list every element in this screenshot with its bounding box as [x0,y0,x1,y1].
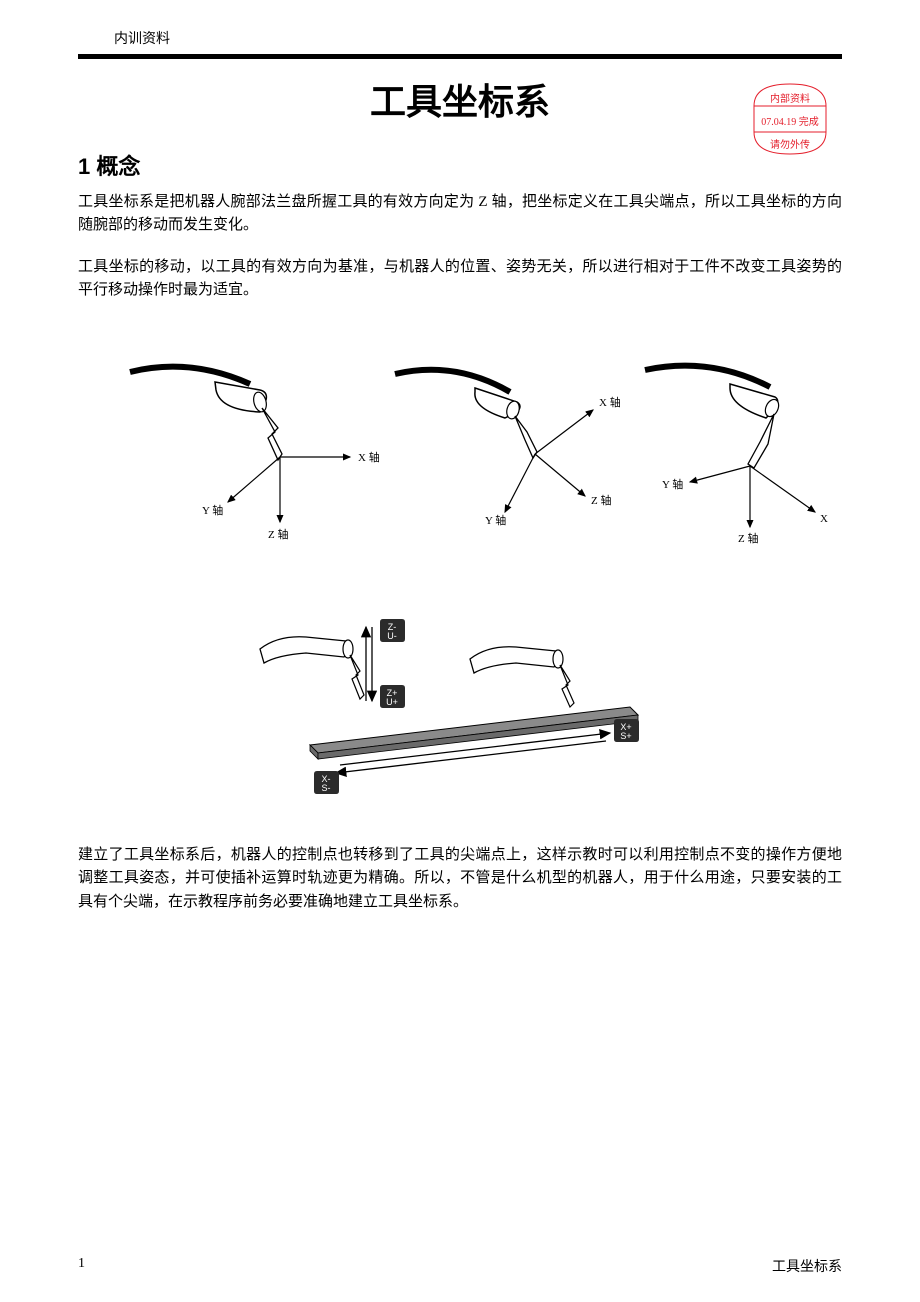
section-heading: 1 概念 [78,149,842,181]
header-label: 内训资料 [114,28,842,48]
axis-z-label-3: Z 轴 [738,531,758,545]
footer: 1 工具坐标系 [78,1256,842,1276]
svg-text:S+: S+ [620,731,631,741]
key-x-minus: X- S- [314,771,339,794]
page-number: 1 [78,1256,85,1276]
key-x-plus: X+ S+ [614,719,639,742]
stamp: 内部资料 07.04.19 完成 请勿外传 [744,80,836,158]
svg-text:S-: S- [322,783,331,793]
stamp-line1: 内部资料 [744,90,836,105]
para-3: 建立了工具坐标系后，机器人的控制点也转移到了工具的尖端点上，这样示教时可以利用控… [78,844,842,914]
svg-text:U-: U- [387,631,397,641]
axis-y-label-3: Y 轴 [662,477,683,491]
axis-x-label-2: X 轴 [599,395,621,409]
axis-z-label: Z 轴 [268,527,288,541]
para-1: 工具坐标系是把机器人腕部法兰盘所握工具的有效方向定为 Z 轴，把坐标定义在工具尖… [78,191,842,238]
footer-label: 工具坐标系 [772,1256,842,1276]
page-title: 工具坐标系 [78,73,842,125]
key-z-minus: Z- U- [380,619,405,642]
axis-x-label-3: X 轴 [820,511,830,525]
axis-x-label: X 轴 [358,450,380,464]
svg-text:U+: U+ [386,697,398,707]
figure-movement-keys: Z- U- Z+ U+ X+ S+ X- S- [78,607,842,812]
key-z-plus: Z+ U+ [380,685,405,708]
header-rule [78,54,842,59]
stamp-line3: 请勿外传 [744,136,836,151]
stamp-line2: 07.04.19 完成 [744,113,836,128]
para-2: 工具坐标的移动，以工具的有效方向为基准，与机器人的位置、姿势无关，所以进行相对于… [78,256,842,303]
figure-coordinate-axes: X 轴 Z 轴 Y 轴 X 轴 Z 轴 Y 轴 [78,342,842,567]
axis-y-label-2: Y 轴 [485,513,506,527]
axis-z-label-2: Z 轴 [591,493,611,507]
axis-y-label: Y 轴 [202,503,223,517]
